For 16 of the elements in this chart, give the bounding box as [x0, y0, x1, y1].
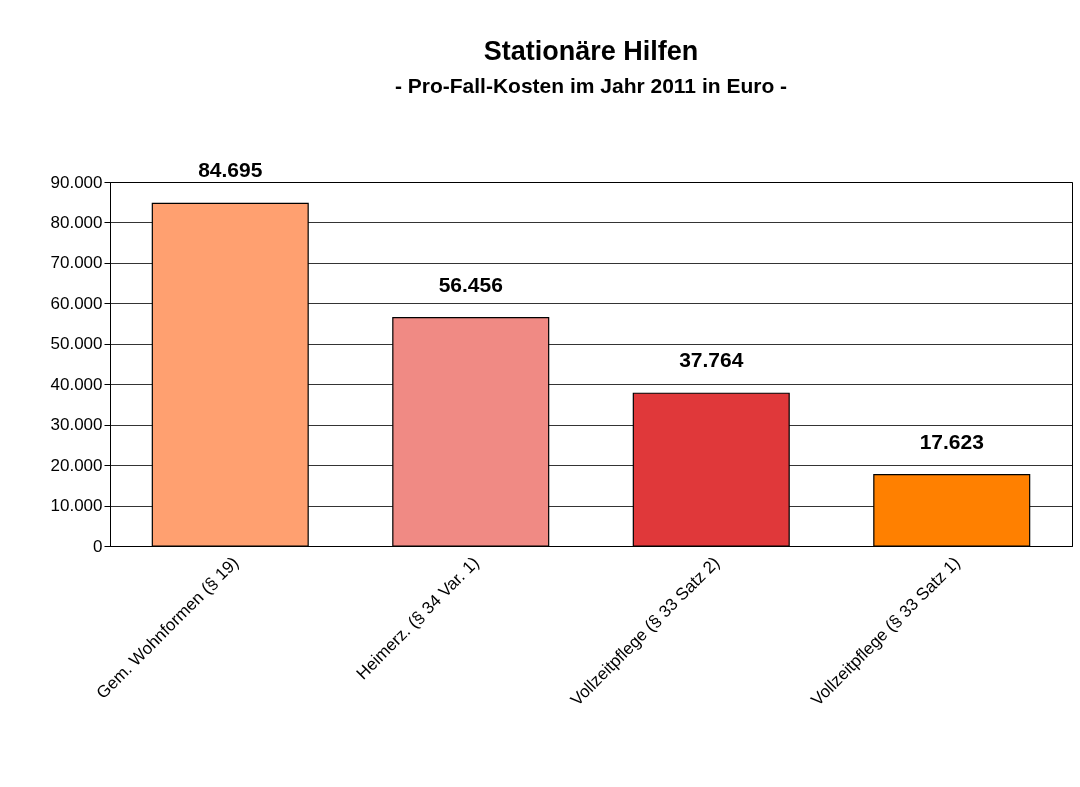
y-tick-label: 10.000 — [50, 496, 103, 516]
data-label: 37.764 — [679, 348, 744, 372]
y-tick-label: 20.000 — [50, 455, 103, 475]
data-label: 17.623 — [919, 429, 984, 453]
y-tick-label: 30.000 — [50, 415, 103, 435]
y-tick-label: 60.000 — [50, 293, 103, 313]
data-label: 56.456 — [438, 272, 503, 296]
y-tick-label: 70.000 — [50, 253, 103, 273]
y-tick-label: 50.000 — [50, 334, 103, 354]
y-tick-label: 80.000 — [50, 212, 103, 232]
y-tick-label: 90.000 — [50, 172, 103, 192]
chart-subtitle: - Pro-Fall-Kosten im Jahr 2011 in Euro - — [394, 74, 788, 98]
chart-title: Stationäre Hilfen — [483, 36, 699, 67]
y-tick-label: 0 — [93, 536, 103, 556]
data-label: 84.695 — [198, 158, 263, 182]
y-tick-label: 40.000 — [50, 374, 103, 394]
